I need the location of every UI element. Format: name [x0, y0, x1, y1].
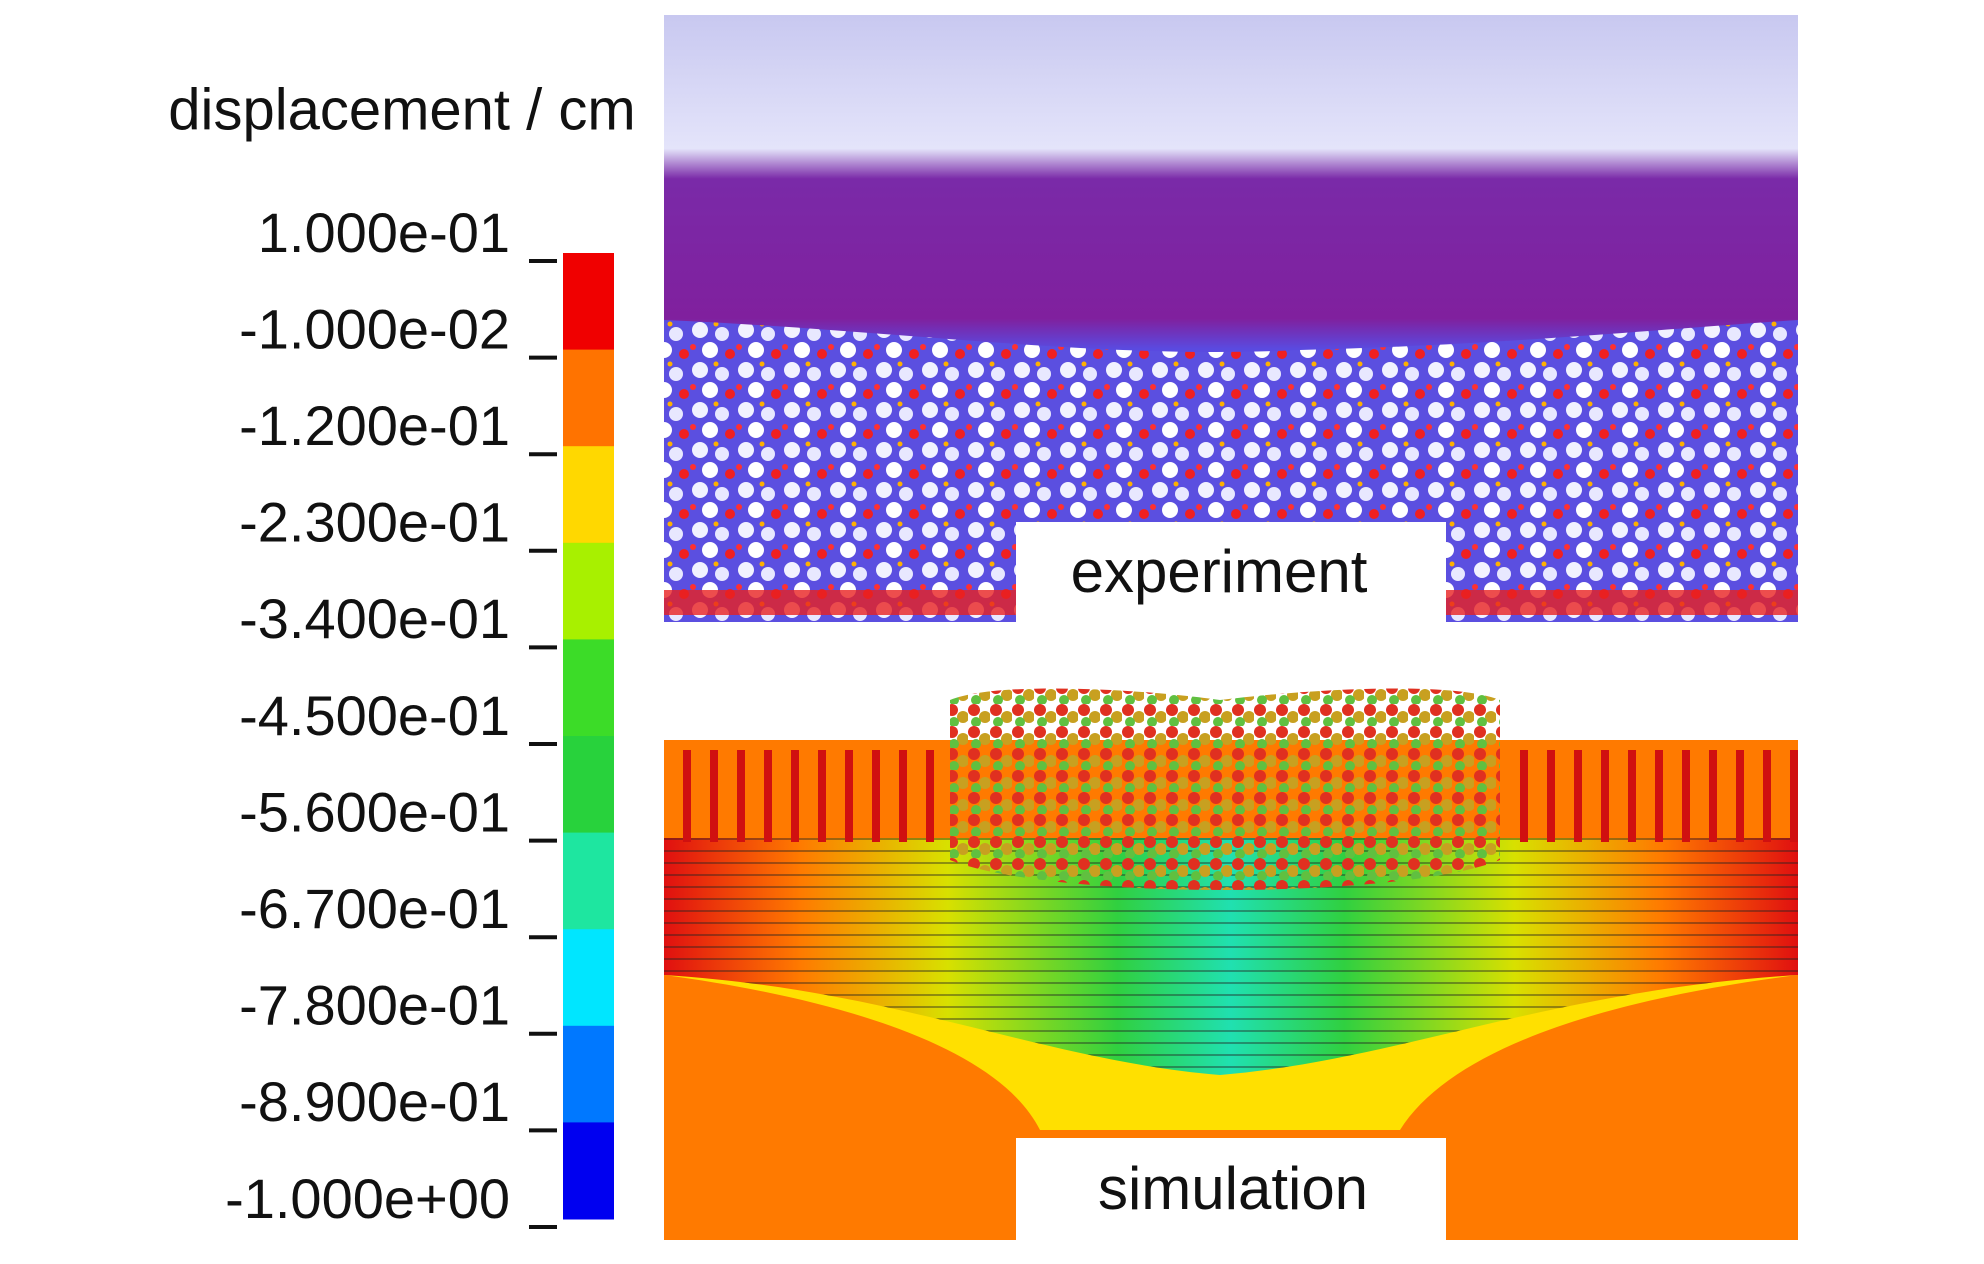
- colorbar-band: [563, 253, 614, 351]
- panel-label: experiment: [1071, 538, 1368, 605]
- simulation-panel: simulation: [664, 688, 1798, 1240]
- colorbar-band: [563, 349, 614, 447]
- tick-label: -6.700e-01: [239, 877, 510, 940]
- colorbar-band: [563, 929, 614, 1027]
- colorbar-band: [563, 1122, 614, 1220]
- colorbar-band: [563, 1025, 614, 1123]
- colorbar-band: [563, 639, 614, 737]
- tick-label: -8.900e-01: [239, 1070, 510, 1133]
- tick-label: -1.200e-01: [239, 394, 510, 457]
- tick-label: -1.000e-02: [239, 297, 510, 360]
- tick-label: -5.600e-01: [239, 780, 510, 843]
- tick-label: -4.500e-01: [239, 684, 510, 747]
- experiment-panel: experiment: [664, 15, 1798, 622]
- tick-label: 1.000e-01: [258, 201, 510, 264]
- tick-label: -3.400e-01: [239, 587, 510, 650]
- colorbar-band: [563, 446, 614, 544]
- colorbar-band: [563, 542, 614, 640]
- tick-label: -2.300e-01: [239, 491, 510, 554]
- tick-label: -1.000e+00: [225, 1167, 510, 1230]
- tick-label: -7.800e-01: [239, 974, 510, 1037]
- panel-label: simulation: [1098, 1155, 1368, 1222]
- colorbar-title: displacement / cm: [168, 77, 635, 142]
- colorbar-band: [563, 736, 614, 834]
- colorbar-band: [563, 832, 614, 930]
- colorbar: 1.000e-01 -1.000e-02 -1.200e-01 -2.300e-01 -…: [225, 201, 614, 1230]
